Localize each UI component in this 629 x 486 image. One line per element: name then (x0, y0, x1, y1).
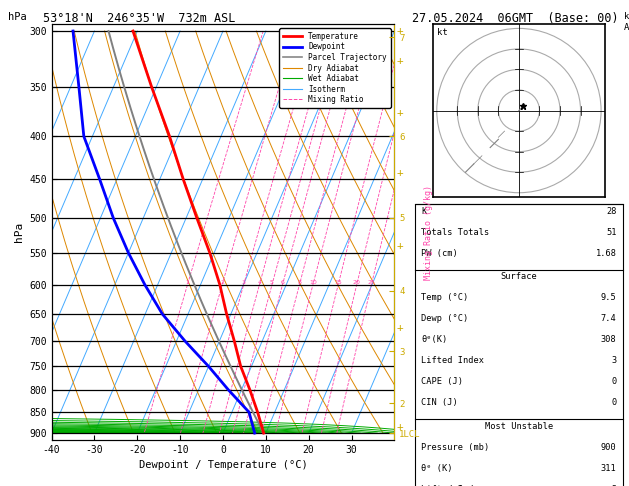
Text: +: + (396, 108, 403, 118)
Text: 308: 308 (601, 335, 616, 344)
Text: 0: 0 (611, 398, 616, 407)
Text: 2: 2 (220, 280, 224, 285)
Text: 1: 1 (186, 280, 189, 285)
Text: +: + (396, 422, 403, 432)
Text: +: + (396, 26, 403, 36)
Text: 4: 4 (257, 280, 262, 285)
Y-axis label: Mixing Ratio (g/kg): Mixing Ratio (g/kg) (423, 185, 433, 279)
Text: 311: 311 (601, 464, 616, 473)
Text: +: + (396, 241, 403, 251)
Text: Surface: Surface (501, 273, 537, 281)
X-axis label: Dewpoint / Temperature (°C): Dewpoint / Temperature (°C) (138, 460, 308, 470)
Text: 15: 15 (334, 280, 342, 285)
Text: 8: 8 (298, 280, 301, 285)
Text: 9.5: 9.5 (601, 294, 616, 302)
Text: 3: 3 (242, 280, 245, 285)
Text: 0: 0 (611, 377, 616, 386)
Text: 2: 2 (611, 485, 616, 486)
Text: 7.4: 7.4 (601, 314, 616, 323)
Text: 28: 28 (606, 207, 616, 216)
Text: Dewp (°C): Dewp (°C) (421, 314, 469, 323)
Text: 27.05.2024  06GMT  (Base: 00): 27.05.2024 06GMT (Base: 00) (412, 12, 618, 25)
Text: 1.68: 1.68 (596, 249, 616, 258)
Text: 53°18'N  246°35'W  732m ASL: 53°18'N 246°35'W 732m ASL (43, 12, 235, 25)
Text: 900: 900 (601, 443, 616, 452)
Text: Totals Totals: Totals Totals (421, 228, 489, 237)
Text: K: K (421, 207, 426, 216)
Text: 20: 20 (353, 280, 360, 285)
Text: θᵉ (K): θᵉ (K) (421, 464, 453, 473)
Text: Pressure (mb): Pressure (mb) (421, 443, 489, 452)
Text: hPa: hPa (8, 12, 26, 22)
Text: 51: 51 (606, 228, 616, 237)
Text: Lifted Index: Lifted Index (421, 485, 484, 486)
Text: +: + (396, 323, 403, 333)
Text: θᵉ(K): θᵉ(K) (421, 335, 448, 344)
Text: 3: 3 (611, 356, 616, 365)
Text: +: + (396, 56, 403, 66)
Legend: Temperature, Dewpoint, Parcel Trajectory, Dry Adiabat, Wet Adiabat, Isotherm, Mi: Temperature, Dewpoint, Parcel Trajectory… (279, 28, 391, 108)
Text: CAPE (J): CAPE (J) (421, 377, 464, 386)
Text: kt: kt (437, 28, 447, 36)
Text: 5: 5 (270, 280, 274, 285)
Text: 10: 10 (309, 280, 317, 285)
Y-axis label: hPa: hPa (14, 222, 23, 242)
Text: Temp (°C): Temp (°C) (421, 294, 469, 302)
Text: Lifted Index: Lifted Index (421, 356, 484, 365)
Text: +: + (396, 168, 403, 178)
Text: km
ASL: km ASL (624, 12, 629, 32)
Text: CIN (J): CIN (J) (421, 398, 458, 407)
Text: 25: 25 (367, 280, 376, 285)
Text: PW (cm): PW (cm) (421, 249, 458, 258)
Text: 6: 6 (281, 280, 284, 285)
Text: Most Unstable: Most Unstable (485, 422, 553, 431)
